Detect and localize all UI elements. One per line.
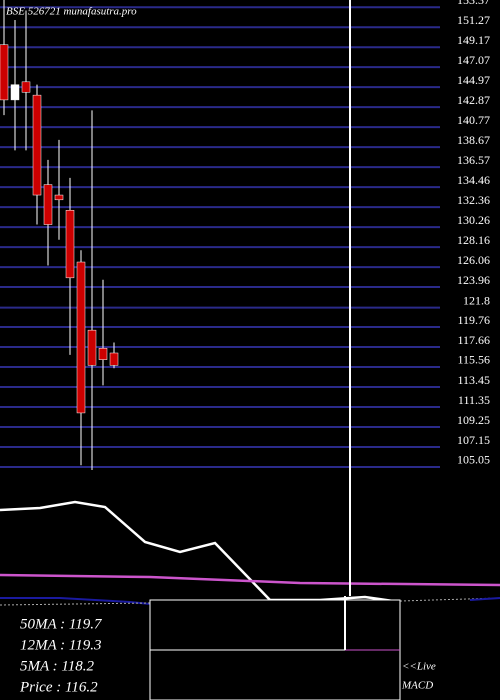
y-tick-label: 149.17: [457, 33, 490, 47]
candle-body: [21, 81, 31, 93]
y-tick-label: 130.26: [457, 213, 490, 227]
y-tick-label: 107.15: [457, 433, 490, 447]
live-label: <<Live: [402, 661, 436, 673]
y-tick-label: 121.8: [463, 293, 490, 307]
y-tick-label: 105.05: [457, 453, 490, 467]
y-tick-label: 136.57: [457, 153, 490, 167]
live-label: MACD: [401, 680, 433, 692]
y-tick-label: 147.07: [457, 53, 490, 67]
candle-body: [98, 347, 108, 360]
candle-body: [109, 352, 119, 366]
candle-body: [43, 184, 53, 225]
y-tick-label: 115.56: [457, 353, 490, 367]
indicators: 50MA : 119.7 12MA : 119.3 5MA : 118.2 Price…: [19, 616, 103, 695]
chart-title: BSE 526721 munafasutra.pro: [6, 6, 137, 18]
candle-body: [76, 261, 86, 414]
y-tick-label: 153.37: [457, 0, 490, 7]
y-tick-label: 109.25: [457, 413, 490, 427]
signal-line: [0, 573, 500, 587]
macd-tail: [469, 597, 500, 601]
candle-body: [32, 94, 42, 196]
y-tick-label: 126.06: [457, 253, 490, 267]
y-tick-label: 128.16: [457, 233, 490, 247]
y-tick-label: 140.77: [457, 113, 490, 127]
macd-line: [0, 500, 401, 604]
price-panel: 153.37 151.27 149.17 147.07 144.97 142.87 140.…: [0, 0, 490, 471]
y-tick-label: 144.97: [457, 73, 490, 87]
y-tick-label: 111.35: [458, 393, 490, 407]
candle-body: [65, 210, 75, 279]
y-tick-label: 151.27: [457, 13, 490, 27]
candle-body: [87, 329, 97, 366]
indicator: 50MA : 119.7: [20, 616, 103, 632]
y-tick-label: 134.46: [457, 173, 490, 187]
y-tick-label: 138.67: [457, 133, 490, 147]
indicator: 5MA : 118.2: [20, 658, 95, 674]
y-tick-label: 113.45: [457, 373, 490, 387]
y-tick-label: 123.96: [457, 273, 490, 287]
y-tick-label: 132.36: [457, 193, 490, 207]
indicator: Price : 116.2: [19, 679, 98, 695]
candle-body: [54, 194, 64, 201]
y-tick-label: 119.76: [457, 313, 490, 327]
y-tick-label: 117.66: [457, 333, 490, 347]
y-tick-label: 142.87: [457, 93, 490, 107]
candle-body: [10, 84, 20, 101]
indicator: 12MA : 119.3: [20, 637, 102, 653]
candle-body: [0, 44, 9, 101]
